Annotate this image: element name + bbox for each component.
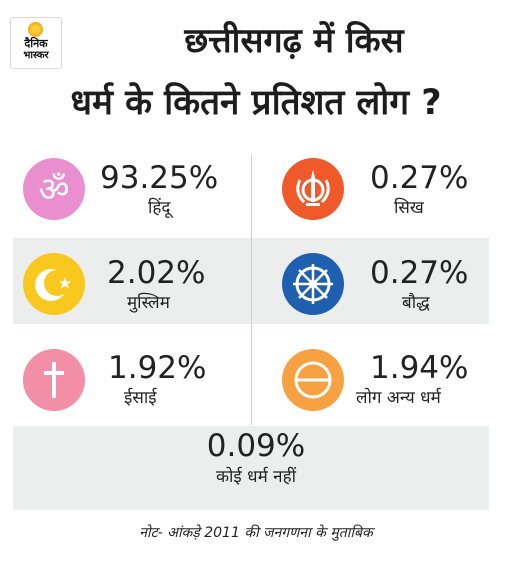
om-icon: ॐ [23,158,85,220]
value-label: 2.02% [107,255,206,291]
value-label: 0.27% [370,160,469,196]
cross-icon [23,349,85,411]
logo-line-2: भास्कर [23,50,49,61]
sun-icon [28,22,43,37]
value-label: 1.92% [108,350,207,386]
other-religion-icon [282,349,344,411]
category-label: कोई धर्म नहीं [215,467,297,487]
category-label: बौद्ध [402,293,430,313]
category-label: हिंदू [148,198,171,218]
crescent-star-icon [23,253,85,315]
category-label: मुस्लिम [127,293,170,313]
value-label: 1.94% [370,350,469,386]
dharma-wheel-icon [282,253,344,315]
value-label: 93.25% [100,160,219,196]
logo-line-1: दैनिक [24,37,48,50]
bottom-band [13,426,489,510]
khanda-icon [282,158,344,220]
category-label: लोग अन्य धर्म [356,388,441,408]
svg-text:ॐ: ॐ [38,170,69,210]
dainik-bhaskar-logo: दैनिक भास्कर [10,17,62,69]
value-label: 0.27% [370,255,469,291]
category-label: ईसाई [124,388,157,408]
chart-title-line-1: छत्तीसगढ़ में किस [184,21,404,61]
column-divider [251,155,252,425]
category-label: सिख [394,198,424,218]
value-label: 0.09% [206,428,306,464]
footnote: नोट- आंकड़े 2011 की जनगणना के मुताबिक [139,525,373,541]
chart-title-line-2: धर्म के कितने प्रतिशत लोग ? [70,83,442,123]
cell-no-religion: 0.09% कोई धर्म नहीं [0,428,512,488]
